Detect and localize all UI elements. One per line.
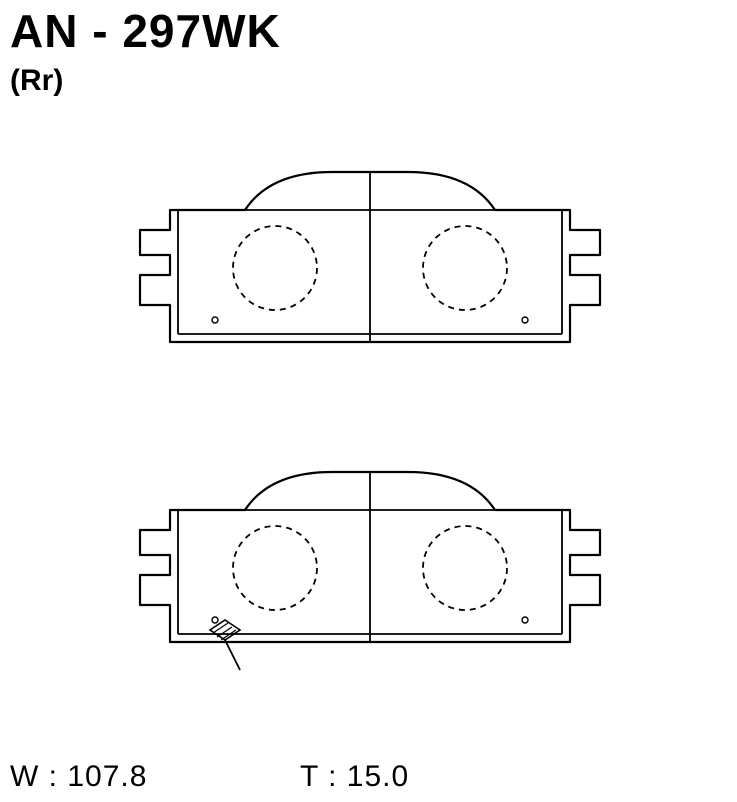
part-number-heading: AN - 297WK [10, 4, 281, 58]
dimension-thickness-label: T : 15.0 [300, 760, 409, 794]
dimension-width-label: W : 107.8 [10, 760, 147, 794]
page-root: AN - 297WK (Rr) W : 107.8 T : 15.0 [0, 0, 737, 802]
brake-pad-diagram [70, 150, 670, 730]
position-label: (Rr) [10, 64, 63, 98]
